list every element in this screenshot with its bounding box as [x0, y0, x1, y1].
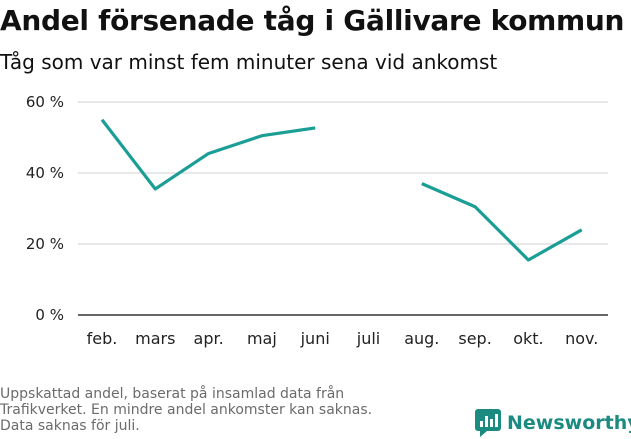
series-line-segment [100, 118, 316, 191]
line-chart: 0 % 20 % 40 % 60 % feb. mars apr. maj juni juli a… [26, 93, 608, 348]
series-line-segment [421, 182, 583, 262]
x-tick-label: apr. [194, 329, 224, 348]
x-tick-label: nov. [565, 329, 598, 348]
footnote-line-1: Uppskattad andel, baserat på insamlad da… [0, 386, 345, 402]
y-axis-ticks: 0 % 20 % 40 % 60 % [26, 93, 64, 324]
gridlines [78, 101, 608, 316]
x-tick-label: okt. [513, 329, 543, 348]
x-tick-label: sep. [458, 329, 491, 348]
brand-name: Newsworthy [507, 412, 631, 434]
footnote: Uppskattad andel, baserat på insamlad da… [0, 386, 440, 434]
x-tick-label: juli [356, 329, 380, 348]
chart-title: Andel försenade tåg i Gällivare kommun [0, 4, 625, 37]
y-tick-label: 20 % [26, 235, 64, 253]
newsworthy-bar-chart-icon [475, 409, 501, 437]
y-tick-label: 0 % [35, 306, 64, 324]
x-tick-label: feb. [87, 329, 118, 348]
x-tick-label: maj [247, 329, 277, 348]
data-series [100, 118, 583, 262]
newsworthy-logo: Newsworthy [475, 408, 631, 438]
y-tick-label: 40 % [26, 164, 64, 182]
x-axis-ticks: feb. mars apr. maj juni juli aug. sep. okt. nov. [87, 329, 599, 348]
x-tick-label: mars [135, 329, 175, 348]
x-tick-label: aug. [404, 329, 439, 348]
y-tick-label: 60 % [26, 93, 64, 111]
chart-subtitle: Tåg som var minst fem minuter sena vid a… [0, 50, 498, 74]
x-tick-label: juni [300, 329, 330, 348]
footnote-line-3: Data saknas för juli. [0, 418, 140, 434]
footnote-line-2: Trafikverket. En mindre andel ankomster … [0, 402, 373, 418]
